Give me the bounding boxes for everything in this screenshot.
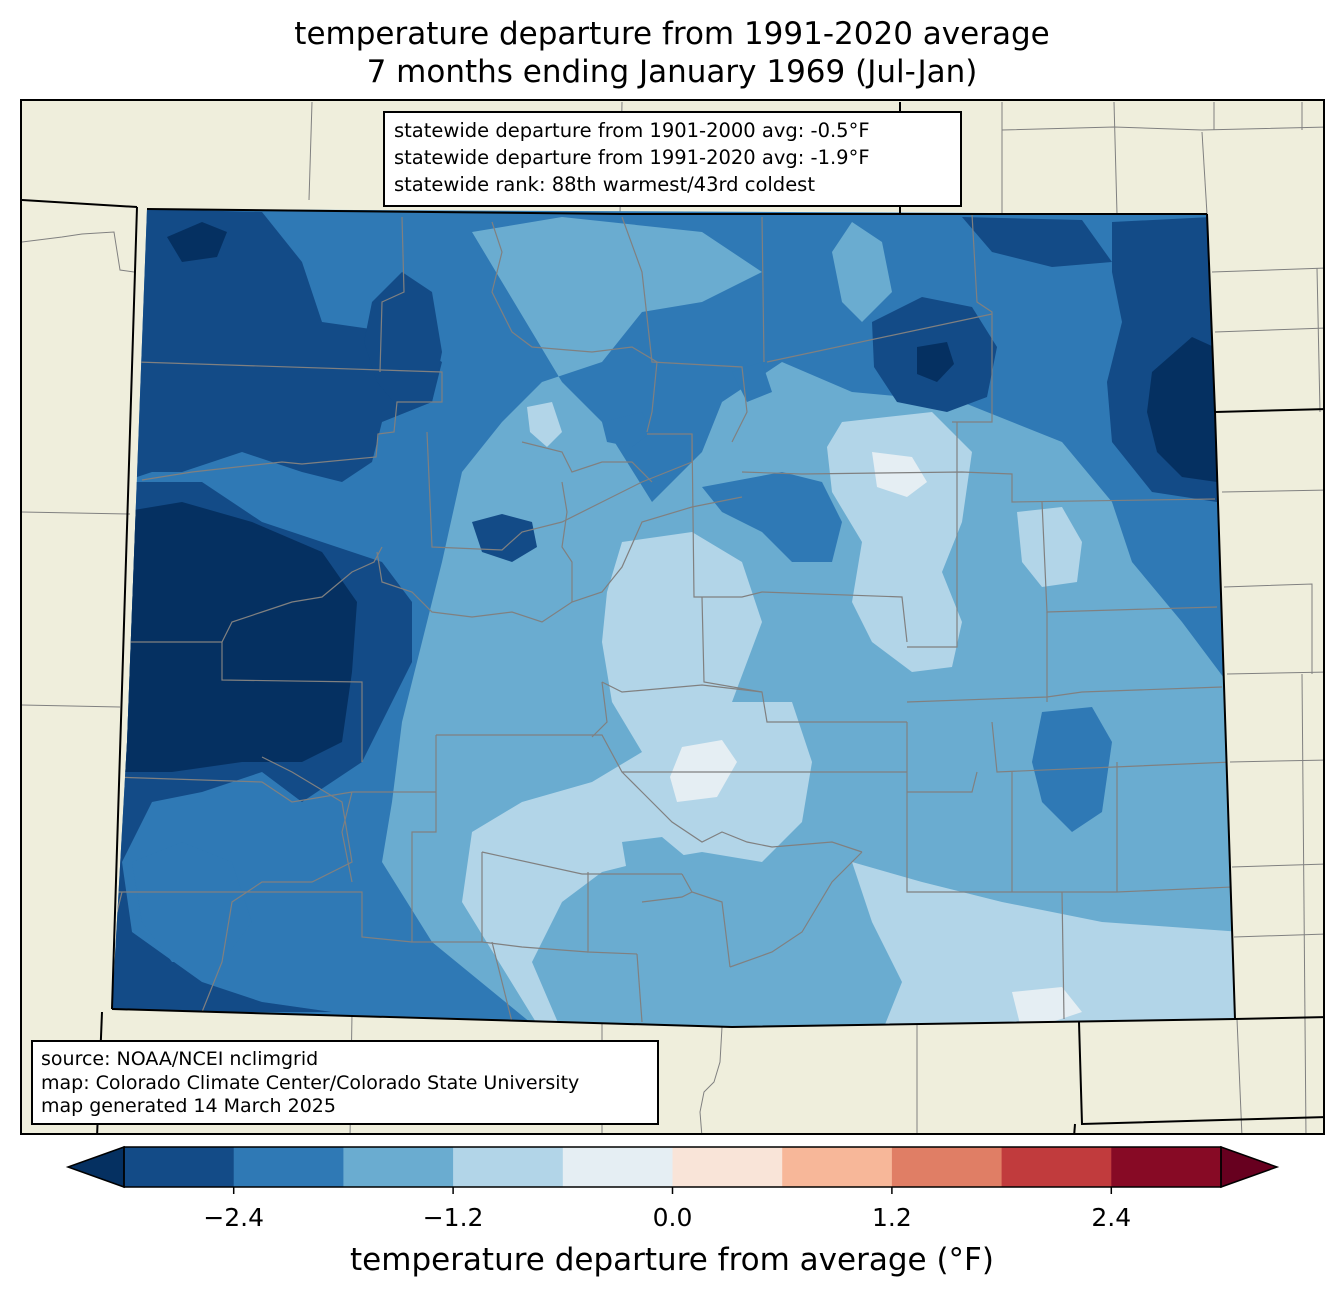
colorbar-cell <box>562 1147 673 1187</box>
stats-line-1991-2020: statewide departure from 1991-2020 avg: … <box>394 146 870 169</box>
map-title: temperature departure from 1991-2020 ave… <box>294 16 1050 52</box>
colorbar-tick-label: 0.0 <box>652 1203 693 1232</box>
credits-source: source: NOAA/NCEI nclimgrid <box>41 1048 319 1070</box>
colorbar-cell <box>1111 1147 1222 1187</box>
co-north-border <box>146 208 1207 215</box>
temperature-field <box>112 209 1235 1027</box>
credits-map: map: Colorado Climate Center/Colorado St… <box>41 1071 580 1094</box>
colorado-map <box>22 101 1323 1133</box>
colorbar-cell <box>891 1147 1003 1187</box>
co-west-border <box>111 206 138 1010</box>
colorbar-cell <box>453 1147 564 1187</box>
statewide-stats-box: statewide departure from 1901-2000 avg: … <box>383 111 962 207</box>
county-lines <box>112 213 1233 1023</box>
colorbar-tick-label: 1.2 <box>872 1203 912 1232</box>
colorbar-cell <box>782 1147 893 1187</box>
colorbar-label: temperature departure from average (°F) <box>350 1242 994 1278</box>
co-south-border <box>111 1008 1236 1029</box>
colorbar-over-arrow <box>1220 1145 1280 1189</box>
stats-line-1901-2000: statewide departure from 1901-2000 avg: … <box>394 119 870 142</box>
colorbar-cell <box>672 1147 783 1187</box>
colorbar-under-arrow <box>65 1145 125 1189</box>
map-panel <box>20 99 1325 1135</box>
colorbar-cell <box>1001 1147 1112 1187</box>
colorbar-cell <box>233 1147 344 1187</box>
colorbar-tick-label: −1.2 <box>422 1203 484 1232</box>
credits-generated: map generated 14 March 2025 <box>41 1095 336 1117</box>
stats-line-rank: statewide rank: 88th warmest/43rd coldes… <box>394 173 815 196</box>
colorbar <box>65 1145 1280 1194</box>
credits-box: source: NOAA/NCEI nclimgrid map: Colorad… <box>31 1040 659 1125</box>
map-subtitle: 7 months ending January 1969 (Jul-Jan) <box>366 54 978 90</box>
colorbar-tick-label: −2.4 <box>203 1203 265 1232</box>
colorbar-cell <box>124 1147 235 1187</box>
colorbar-cell <box>343 1147 454 1187</box>
colorbar-tick-label: 2.4 <box>1091 1203 1132 1232</box>
